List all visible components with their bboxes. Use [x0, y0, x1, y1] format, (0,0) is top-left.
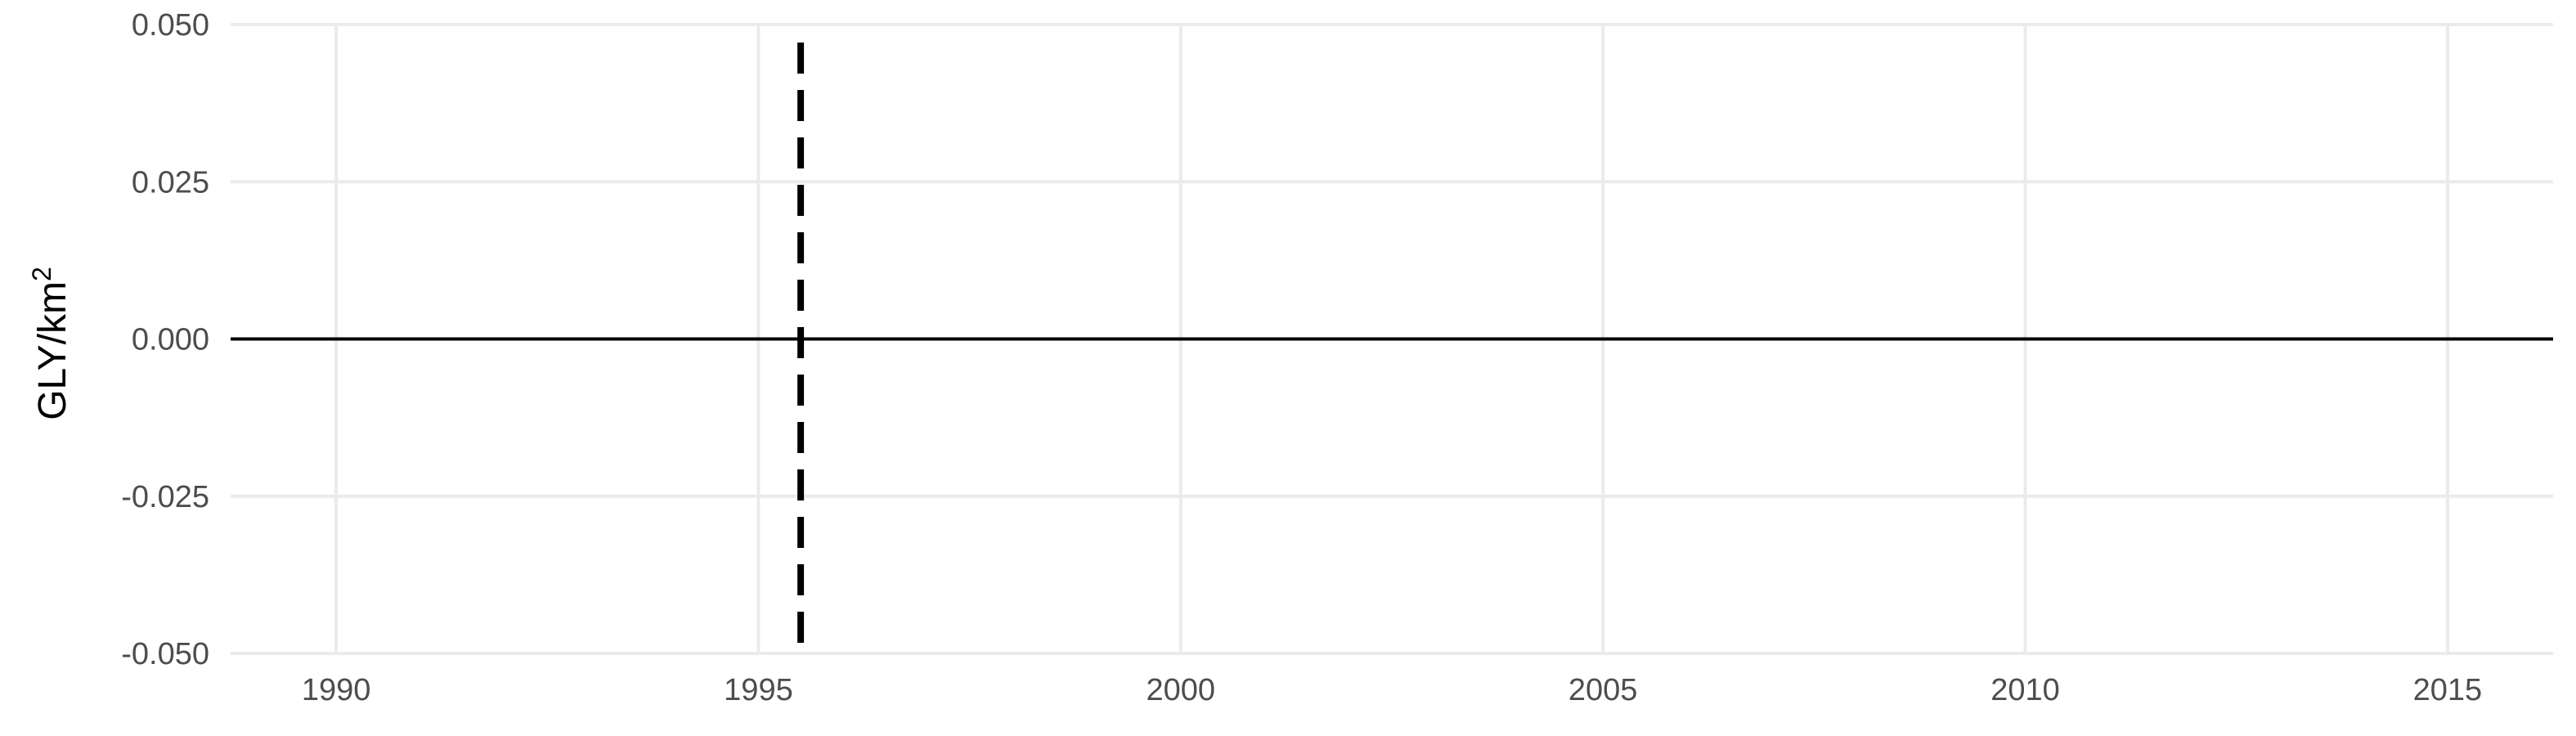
x-tick-label-2010: 2010: [1990, 673, 2060, 707]
y-axis-title-superscript: 2: [27, 267, 56, 281]
y-axis-title-text: GLY/km: [31, 281, 74, 420]
y-axis-ticks: -0.050 -0.025 0.000 0.025 0.050: [121, 8, 209, 671]
y-tick-label-0.050: 0.050: [132, 8, 209, 43]
y-tick-label--0.025: -0.025: [121, 480, 209, 514]
x-tick-label-1990: 1990: [302, 673, 371, 707]
x-tick-label-2005: 2005: [1568, 673, 1638, 707]
y-axis-title: GLY/km2: [27, 267, 74, 420]
x-tick-label-1995: 1995: [724, 673, 793, 707]
y-tick-label-0.025: 0.025: [132, 165, 209, 200]
y-tick-label-0.000: 0.000: [132, 323, 209, 357]
x-axis-ticks: 1990 1995 2000 2005 2010 2015: [302, 673, 2482, 707]
x-tick-label-2000: 2000: [1147, 673, 1216, 707]
reference-lines: [231, 43, 2553, 653]
x-tick-label-2015: 2015: [2413, 673, 2483, 707]
y-tick-label--0.050: -0.050: [121, 637, 209, 671]
